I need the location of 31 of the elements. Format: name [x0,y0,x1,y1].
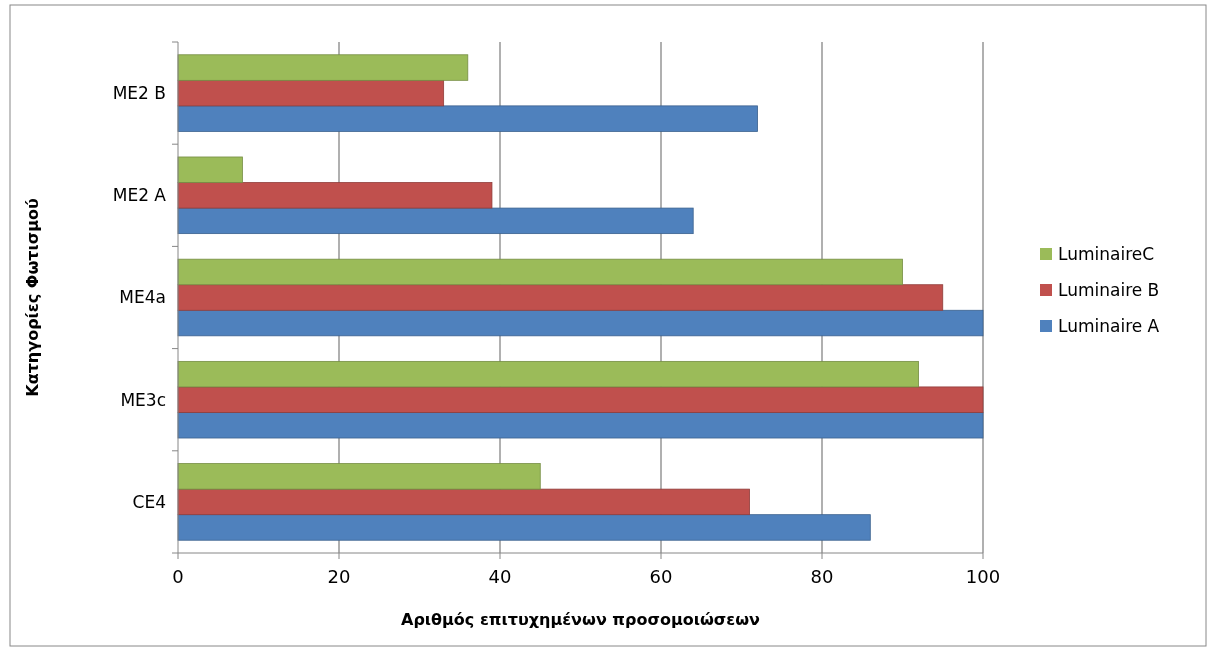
bar [177,156,243,183]
legend-label: Luminaire B [1058,279,1160,300]
x-axis-title: Αριθμός επιτυχημένων προσομοιώσεων [401,610,761,629]
bar [177,284,944,311]
y-tick-label: ME4a [119,287,166,308]
x-tick-label: 100 [965,566,1001,587]
x-tick-label: 60 [649,566,673,587]
bar [177,207,694,235]
y-tick-label: ME2 B [112,83,166,104]
bar [177,258,903,286]
y-tick-label: CE4 [132,491,166,512]
legend-label: Luminaire A [1058,315,1160,336]
bar [177,54,469,81]
y-axis-title: Κατηγορίες Φωτισμού [23,198,42,397]
bar [177,386,984,413]
bar [177,412,984,439]
legend-label: LuminaireC [1058,243,1155,264]
bar [177,463,541,490]
bar [177,514,871,541]
bar [177,105,758,132]
x-tick-label: 40 [488,566,512,587]
bar [177,79,445,107]
bar [177,488,750,516]
bar [177,360,919,388]
x-tick-label: 80 [810,566,834,587]
bar [177,182,493,209]
bar [177,309,984,337]
x-tick-label: 20 [327,566,351,587]
y-tick-label: ME3c [120,389,166,410]
y-tick-label: ME2 A [112,185,167,206]
x-tick-label: 0 [172,566,184,587]
